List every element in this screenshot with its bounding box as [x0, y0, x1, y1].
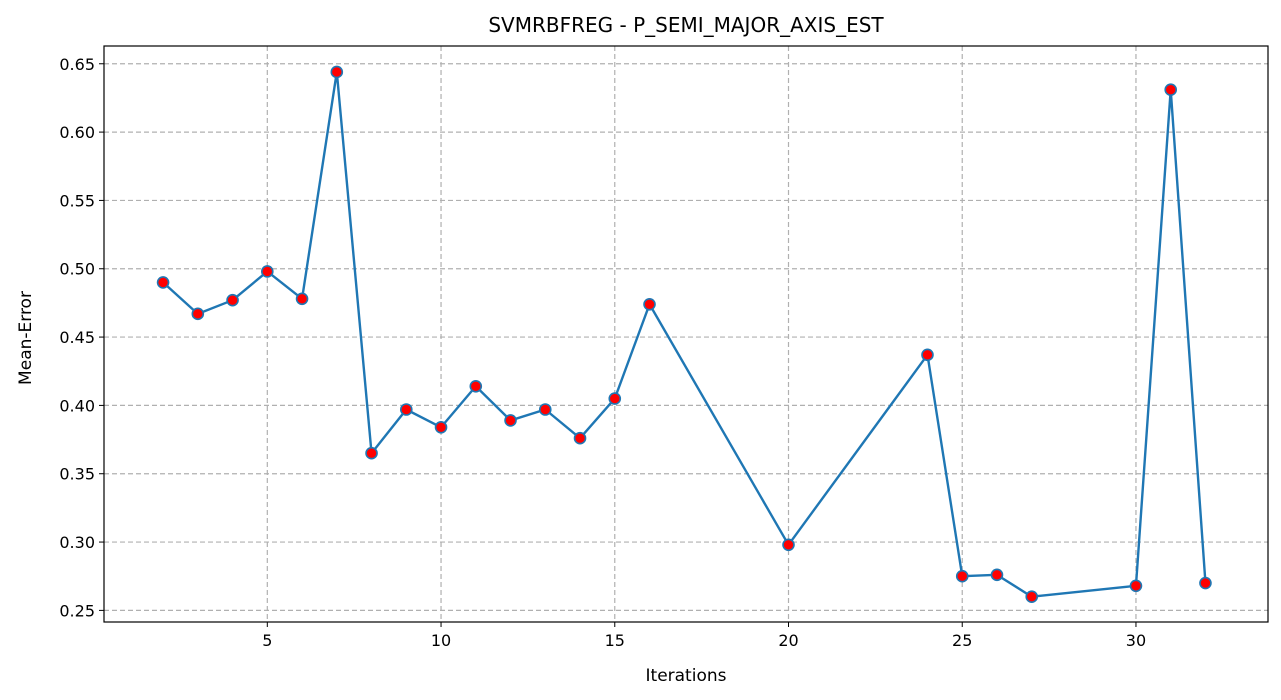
y-tick-label: 0.25	[59, 601, 95, 620]
y-tick-label: 0.35	[59, 465, 95, 484]
data-point	[226, 293, 239, 307]
data-point	[538, 403, 552, 416]
x-tick-label: 5	[262, 631, 272, 650]
y-tick-label: 0.50	[59, 260, 95, 279]
data-point	[1025, 590, 1039, 604]
data-point	[573, 431, 587, 445]
x-axis-label: Iterations	[646, 666, 727, 686]
data-point	[921, 348, 934, 362]
y-tick-label: 0.45	[59, 328, 95, 347]
data-point	[330, 65, 344, 79]
grid-lines	[104, 46, 1268, 622]
data-point	[261, 265, 274, 278]
data-point	[990, 568, 1004, 582]
x-tick-label: 25	[952, 631, 972, 650]
y-tick-label: 0.65	[59, 55, 95, 74]
y-axis-label: Mean-Error	[16, 291, 36, 385]
data-point	[1199, 576, 1212, 590]
data-point	[399, 403, 413, 416]
chart-title: SVMRBFREG - P_SEMI_MAJOR_AXIS_EST	[488, 13, 884, 37]
y-tick-label: 0.60	[59, 123, 95, 142]
data-point	[295, 292, 309, 306]
data-series	[156, 65, 1212, 604]
data-point	[469, 379, 483, 393]
plot-frame	[103, 45, 1269, 623]
data-point	[1164, 83, 1178, 97]
axis-ticks: 5 10 15 20 25 30 0.25 0.30 0.35 0.40 0.45 0.50 0.55 0…	[59, 55, 1146, 650]
x-tick-label: 10	[431, 631, 451, 650]
data-point	[608, 392, 622, 405]
y-tick-label: 0.55	[59, 191, 95, 210]
x-tick-label: 20	[778, 631, 798, 650]
data-point	[434, 420, 448, 434]
data-point	[191, 307, 205, 321]
x-tick-label: 15	[605, 631, 625, 650]
data-point	[955, 569, 969, 583]
x-tick-label: 30	[1126, 631, 1146, 650]
data-point	[782, 538, 795, 552]
data-point	[365, 446, 378, 460]
data-point	[643, 297, 656, 311]
data-point	[504, 414, 517, 427]
data-point	[1129, 579, 1143, 593]
data-point	[156, 276, 170, 289]
y-tick-label: 0.30	[59, 533, 95, 552]
y-tick-label: 0.40	[59, 396, 95, 415]
